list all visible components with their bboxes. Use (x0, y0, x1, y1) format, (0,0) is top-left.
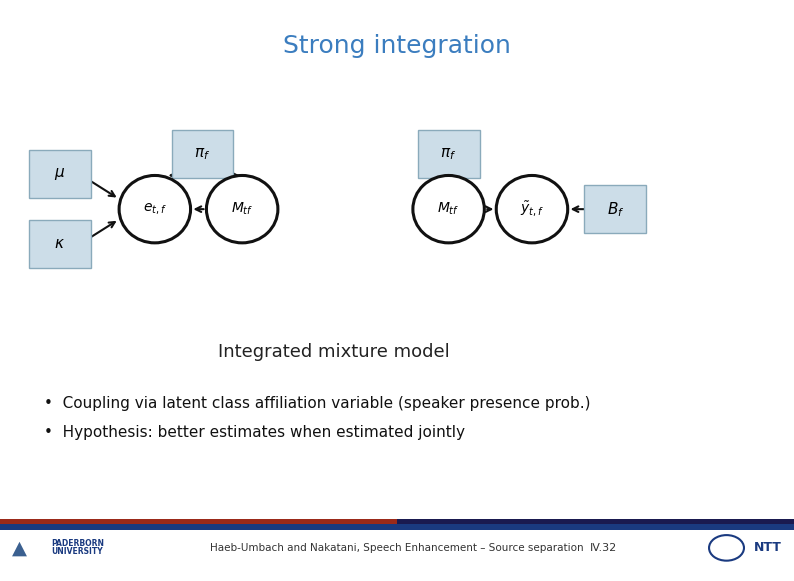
FancyBboxPatch shape (584, 185, 646, 233)
Text: PADERBORN: PADERBORN (52, 539, 105, 548)
Ellipse shape (413, 175, 484, 243)
Text: •  Coupling via latent class affiliation variable (speaker presence prob.): • Coupling via latent class affiliation … (44, 396, 590, 411)
Text: $M_{tf}$: $M_{tf}$ (231, 201, 253, 217)
Text: NTT: NTT (754, 541, 782, 554)
Text: $\tilde{y}_{t,f}$: $\tilde{y}_{t,f}$ (520, 200, 544, 218)
Text: $M_{tf}$: $M_{tf}$ (437, 201, 460, 217)
Text: •  Hypothesis: better estimates when estimated jointly: • Hypothesis: better estimates when esti… (44, 425, 464, 440)
Text: Integrated mixture model: Integrated mixture model (218, 343, 450, 360)
Text: ▲: ▲ (13, 539, 27, 557)
Text: Haeb-Umbach and Nakatani, Speech Enhancement – Source separation: Haeb-Umbach and Nakatani, Speech Enhance… (210, 543, 584, 553)
Text: IV.32: IV.32 (590, 543, 617, 553)
FancyBboxPatch shape (29, 150, 91, 198)
Bar (397, 519, 794, 524)
FancyBboxPatch shape (29, 220, 91, 268)
Text: $\pi_f$: $\pi_f$ (195, 146, 210, 162)
Bar (0, 519, 397, 524)
Bar (0, 524, 794, 530)
FancyBboxPatch shape (418, 130, 480, 178)
Text: $\pi_f$: $\pi_f$ (441, 146, 457, 162)
Text: Strong integration: Strong integration (283, 34, 511, 59)
Ellipse shape (206, 175, 278, 243)
Text: $\kappa$: $\kappa$ (54, 237, 65, 251)
Ellipse shape (496, 175, 568, 243)
Text: UNIVERSITY: UNIVERSITY (52, 547, 103, 557)
FancyBboxPatch shape (172, 130, 233, 178)
Text: $B_f$: $B_f$ (607, 200, 624, 218)
Text: $\mu$: $\mu$ (54, 166, 65, 182)
Ellipse shape (119, 175, 191, 243)
Text: $e_{t,f}$: $e_{t,f}$ (143, 202, 167, 217)
